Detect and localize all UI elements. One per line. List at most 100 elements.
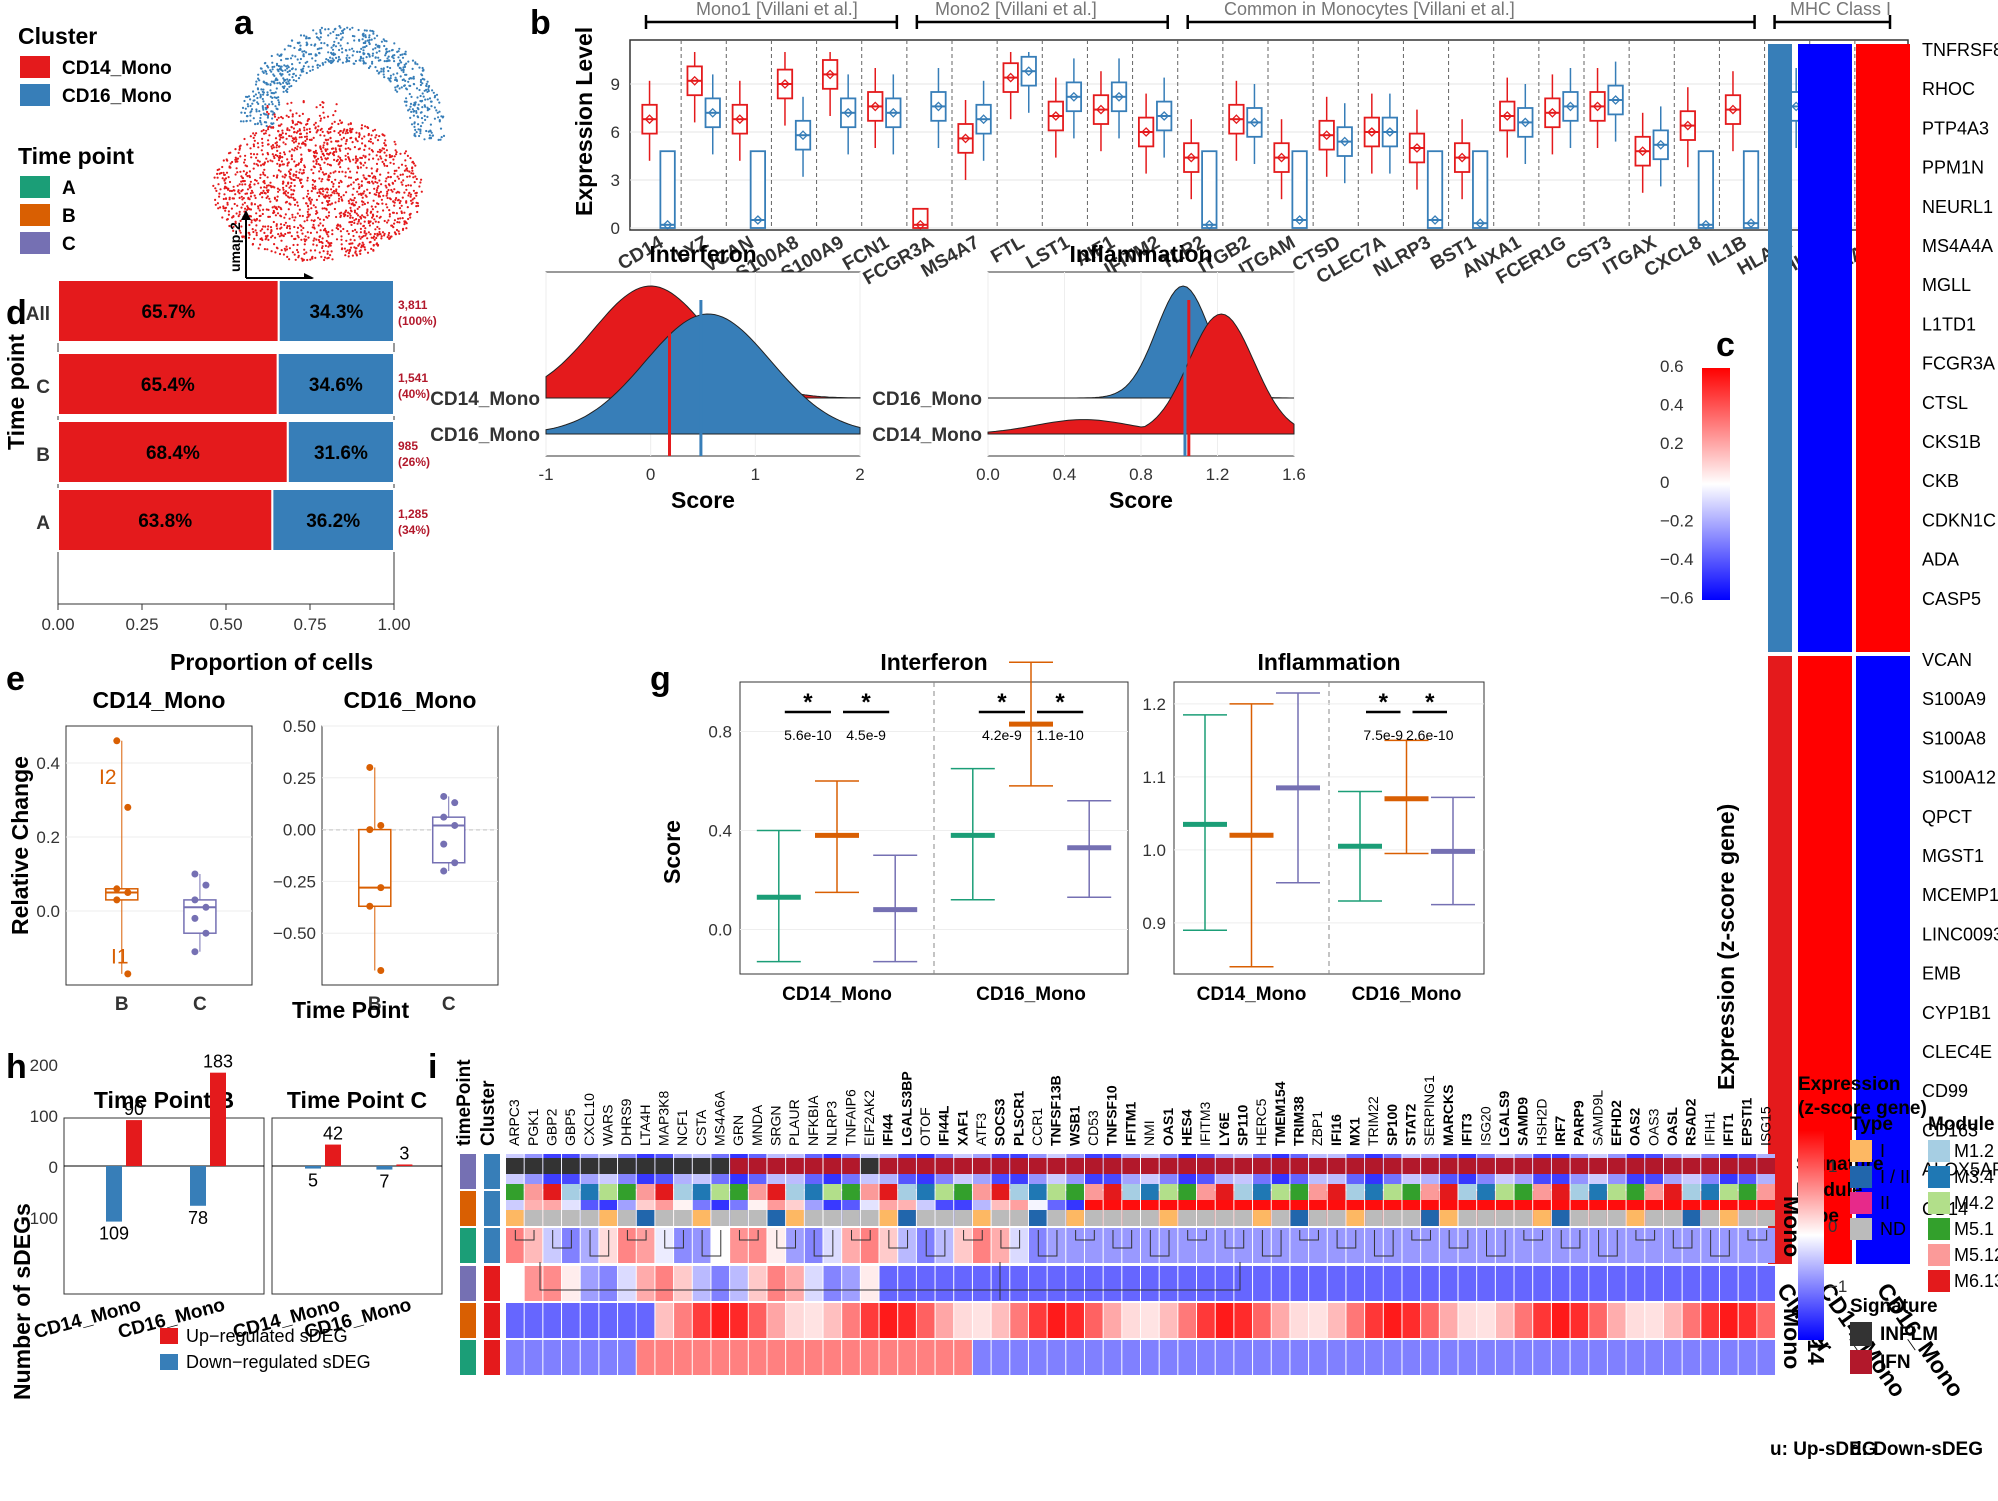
umap-point-cd16 [337, 34, 340, 37]
umap-point-cd16 [398, 47, 401, 50]
b-gene-label: FTL [988, 232, 1029, 268]
i-signature-cell [1402, 1158, 1421, 1174]
umap-point-cd16 [336, 60, 339, 63]
umap-point-cd16 [307, 65, 310, 68]
umap-point-cd14 [300, 153, 303, 156]
umap-point-cd14 [291, 120, 295, 124]
i-signature-cell [991, 1158, 1010, 1174]
i-legend-sig-swatch [1850, 1322, 1872, 1346]
umap-point-cd14 [262, 225, 265, 228]
umap-point-cd14 [315, 210, 318, 213]
umap-point-cd14 [385, 186, 388, 189]
umap-point-cd14 [266, 110, 269, 114]
umap-point-cd16 [422, 68, 425, 71]
umap-point-cd16 [397, 56, 400, 59]
umap-point-cd16 [360, 47, 363, 51]
umap-point-cd14 [266, 160, 269, 163]
i-module-cell [1103, 1184, 1122, 1200]
i-module-cell [1514, 1184, 1533, 1200]
i-module-cell [599, 1184, 618, 1200]
umap-point-cd16 [413, 125, 416, 128]
i-heatmap-cell [1645, 1228, 1663, 1263]
umap-point-cd14 [318, 195, 321, 198]
c-gene-label: MGLL [1922, 275, 1971, 295]
umap-point-cd14 [295, 148, 299, 151]
umap-point-cd14 [281, 175, 284, 178]
umap-point-cd16 [259, 116, 262, 120]
umap-point-cd14 [329, 127, 332, 130]
umap-point-cd14 [259, 237, 262, 241]
umap-point-cd14 [382, 194, 385, 197]
umap-point-cd16 [364, 62, 367, 65]
umap-point-cd16 [293, 46, 296, 50]
umap-point-cd14 [283, 223, 286, 227]
umap-point-cd14 [285, 194, 288, 197]
umap-point-cd14 [253, 203, 257, 206]
umap-point-cd14 [275, 144, 279, 147]
umap-point-cd16 [394, 89, 397, 92]
c-gene-label: CKB [1922, 471, 1959, 491]
umap-point-cd14 [351, 202, 354, 205]
umap-point-cd14 [241, 183, 244, 186]
umap-point-cd14 [356, 140, 359, 143]
umap-point-cd14 [373, 193, 376, 196]
umap-point-cd14 [361, 196, 364, 199]
umap-point-cd16 [289, 45, 292, 48]
b-mean-diamond [1159, 111, 1170, 121]
i-heatmap-cell [1645, 1340, 1663, 1375]
umap-point-cd16 [373, 37, 376, 40]
i-heatmap-cell [543, 1340, 562, 1375]
umap-point-cd16 [270, 54, 273, 58]
umap-point-cd16 [283, 79, 286, 82]
i-signature-cell [1178, 1158, 1197, 1174]
umap-point-cd16 [351, 34, 354, 38]
umap-point-cd16 [372, 48, 375, 51]
umap-point-cd14 [254, 178, 257, 182]
umap-point-cd14 [325, 200, 329, 203]
umap-point-cd16 [423, 138, 426, 141]
i-heatmap-cell [1309, 1228, 1327, 1263]
umap-point-cd14 [291, 113, 294, 116]
b-mean-diamond [798, 130, 808, 141]
i-type-cell [786, 1210, 804, 1226]
umap-point-cd16 [288, 73, 291, 76]
umap-point-cd14 [255, 163, 258, 166]
umap-point-cd14 [355, 212, 358, 215]
umap-point-cd16 [257, 73, 260, 76]
umap-point-cd16 [346, 54, 349, 57]
umap-point-cd16 [416, 106, 419, 110]
umap-point-cd14 [318, 177, 321, 180]
i-signature-cell [1551, 1158, 1570, 1174]
i-heatmap-cell [748, 1228, 767, 1263]
i-module-cell [1663, 1184, 1682, 1200]
c-colorbar [1702, 368, 1730, 600]
i-gene-label: IFI44L [936, 1105, 952, 1146]
umap-point-cd14 [346, 131, 349, 134]
umap-point-cd14 [352, 181, 355, 184]
i-signature-cell [1645, 1158, 1663, 1174]
umap-point-cd14 [365, 232, 368, 235]
panel-letter-e: e [6, 660, 25, 698]
umap-point-cd14 [386, 196, 389, 200]
i-heatmap-cell [1047, 1303, 1066, 1338]
umap-point-cd14 [224, 209, 227, 212]
umap-point-cd14 [385, 194, 388, 197]
i-legend-module-item: M4.2 [1954, 1193, 1994, 1213]
umap-point-cd16 [262, 91, 265, 94]
umap-point-cd16 [433, 117, 436, 120]
umap-point-cd16 [252, 95, 256, 98]
umap-point-cd16 [332, 52, 335, 55]
i-heatmap-cell [1215, 1266, 1234, 1301]
umap-point-cd14 [305, 238, 308, 241]
i-type-cell [954, 1210, 972, 1226]
umap-point-cd16 [365, 56, 368, 59]
i-legend-module-item: M1.2 [1954, 1141, 1994, 1161]
umap-point-cd14 [398, 201, 401, 205]
umap-point-cd14 [307, 208, 310, 211]
i-gene-label: SERPING1 [1421, 1075, 1437, 1146]
i-module-cell [562, 1184, 580, 1200]
umap-point-cd14 [374, 180, 377, 183]
umap-point-cd14 [284, 174, 287, 177]
umap-point-cd16 [328, 60, 331, 63]
b-mean-diamond [707, 107, 718, 118]
